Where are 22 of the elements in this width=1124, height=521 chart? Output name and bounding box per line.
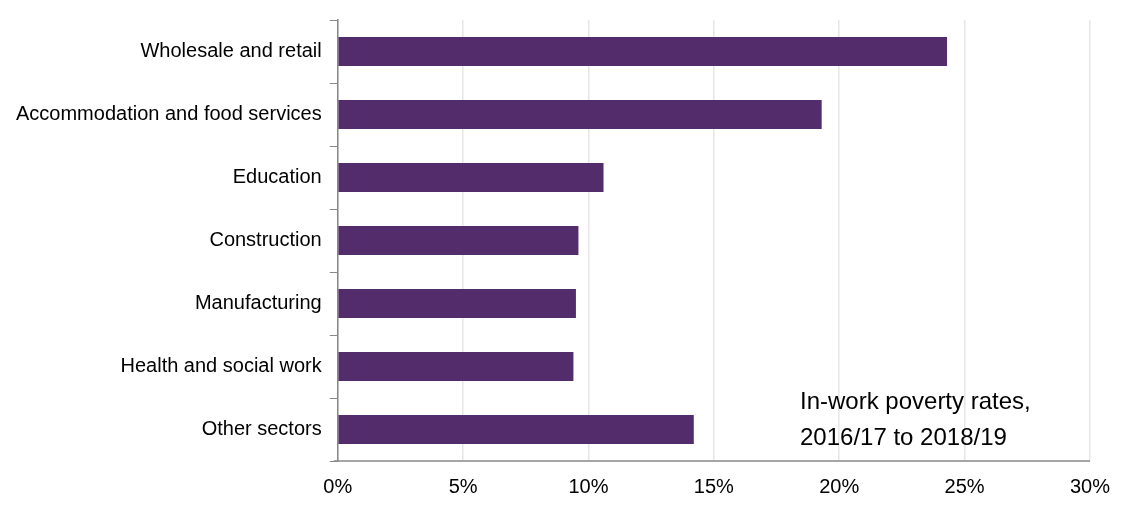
y-tick-label: Wholesale and retail [140, 39, 322, 62]
x-tick-label: 0% [323, 474, 353, 497]
x-tick-label: 30% [1069, 474, 1111, 497]
y-tick-label: Health and social work [120, 354, 323, 377]
bar [338, 226, 579, 255]
x-tick-label: 15% [693, 474, 735, 497]
bar [338, 352, 574, 381]
bar [338, 163, 604, 192]
y-tick-label: Education [232, 165, 322, 188]
bar [338, 415, 694, 444]
bar [338, 37, 948, 66]
bar [338, 100, 822, 129]
bar [338, 289, 576, 318]
y-tick-label: Manufacturing [194, 291, 322, 314]
x-tick-label: 20% [819, 474, 860, 497]
y-tick-label: Construction [209, 228, 322, 251]
y-tick-label: Accommodation and food services [15, 102, 322, 125]
annotation: In-work poverty rates, 2016/17 to 2018/19 [799, 387, 1031, 450]
x-tick-label: 5% [448, 474, 478, 497]
x-tick-label: 25% [944, 474, 985, 497]
y-tick-label: Other sectors [201, 417, 322, 440]
x-tick-label: 10% [568, 474, 609, 497]
